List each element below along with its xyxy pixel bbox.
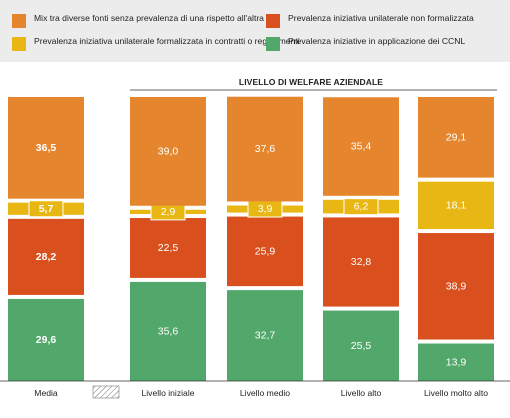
data-label-box (28, 200, 64, 218)
category-label: Livello molto alto (424, 388, 488, 398)
data-label: 2,9 (161, 206, 176, 218)
data-label: 35,6 (158, 325, 179, 337)
data-label: 37,6 (255, 143, 276, 155)
bar-segment-unilateral-informal (323, 217, 399, 307)
data-label: 35,4 (351, 141, 372, 153)
category-label: Livello medio (240, 388, 290, 398)
bar-segment-ccnl (227, 290, 303, 381)
bar-segment-ccnl (130, 281, 206, 381)
data-label: 25,9 (255, 245, 276, 257)
data-label: 32,7 (255, 330, 276, 342)
data-label: 5,7 (39, 203, 54, 215)
bar-segment-mix (323, 97, 399, 196)
legend-label: Prevalenza iniziativa unilaterale formal… (34, 36, 300, 46)
bar-segment-unilateral-informal (8, 218, 84, 295)
legend-item-unilateral-informal: Prevalenza iniziativa unilaterale non fo… (266, 13, 474, 28)
legend-item-ccnl: Prevalenza iniziative in applicazione de… (266, 36, 465, 51)
category-labels: Media Livello iniziale Livello medio Livell… (34, 388, 488, 398)
group-header: LIVELLO DI WELFARE AZIENDALE (130, 77, 497, 91)
legend-swatch (266, 37, 280, 51)
bar-segment-ccnl (323, 310, 399, 381)
data-label: 36,5 (36, 142, 57, 154)
data-label-box (343, 198, 379, 216)
data-label: 3,9 (258, 203, 273, 215)
bar-segment-mix (418, 97, 494, 178)
bar-segment-mix (130, 97, 206, 206)
data-label: 18,1 (446, 199, 467, 211)
category-label: Livello alto (341, 388, 382, 398)
bar-segment-unilateral-informal (130, 217, 206, 278)
data-label: 29,1 (446, 131, 467, 143)
legend-label: Prevalenza iniziativa unilaterale non fo… (288, 13, 474, 23)
legend-swatch (12, 37, 26, 51)
group-header-title: LIVELLO DI WELFARE AZIENDALE (239, 77, 383, 87)
data-label: 13,9 (446, 356, 467, 368)
legend-label: Prevalenza iniziative in applicazione de… (288, 36, 466, 46)
category-label: Media (34, 388, 58, 398)
legend-swatch (266, 14, 280, 28)
bar-segment-ccnl (418, 343, 494, 381)
bar-segment-mix (8, 97, 84, 199)
data-label: 32,8 (351, 256, 372, 268)
bar-segment-ccnl (8, 298, 84, 381)
data-label: 38,9 (446, 280, 467, 292)
bar-segment-unilateral-informal (227, 216, 303, 287)
legend: Mix tra diverse fonti senza prevalenza d… (0, 0, 510, 62)
bar-segment-unilateral-formal (418, 181, 494, 230)
legend-label: Mix tra diverse fonti senza prevalenza d… (34, 13, 264, 23)
data-label: 28,2 (36, 251, 57, 263)
axis-break-hatch (92, 385, 120, 399)
data-label: 22,5 (158, 242, 179, 254)
data-label: 6,2 (354, 201, 369, 213)
legend-item-unilateral-formal: Prevalenza iniziativa unilaterale formal… (12, 36, 300, 51)
bar-segment-mix (227, 96, 303, 202)
data-label: 29,6 (36, 334, 57, 346)
bars-layer: 29,6 28,2 5,7 36,5 35,6 22,5 2,9 39,0 32,7 25,9 3,… (8, 96, 494, 381)
legend-item-mix: Mix tra diverse fonti senza prevalenza d… (12, 13, 264, 28)
data-label: 39,0 (158, 145, 179, 157)
legend-swatch (12, 14, 26, 28)
data-label: 25,5 (351, 340, 372, 352)
bar-segment-unilateral-informal (418, 233, 494, 340)
category-label: Livello iniziale (141, 388, 194, 398)
